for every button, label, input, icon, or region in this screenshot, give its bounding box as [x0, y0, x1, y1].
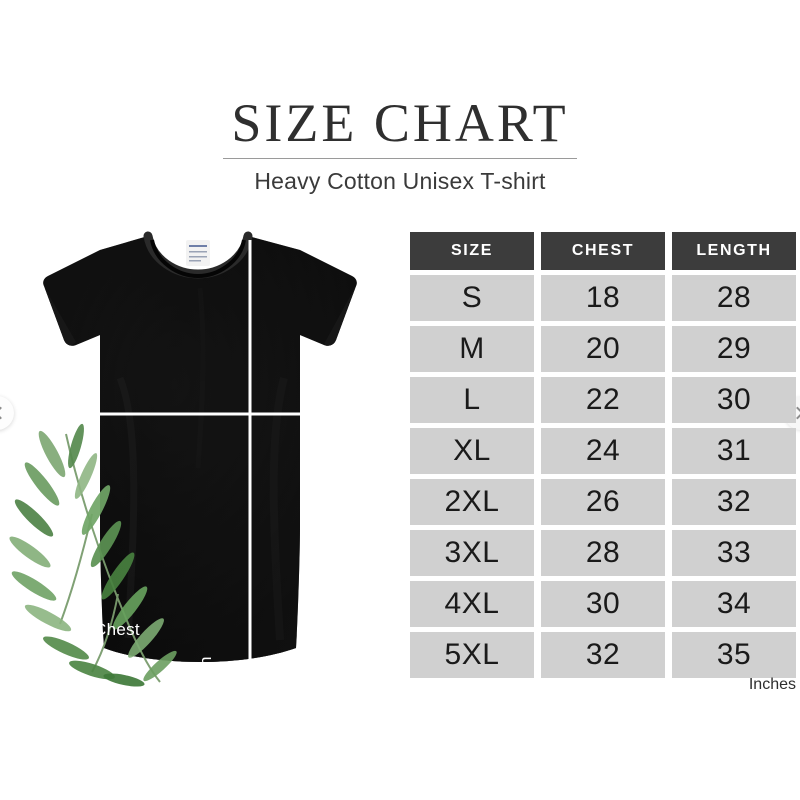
table-row: M 20 29: [410, 326, 796, 372]
cell-size: 5XL: [410, 632, 534, 678]
cell-length: 28: [672, 275, 796, 321]
cell-size: 3XL: [410, 530, 534, 576]
table-row: XL 24 31: [410, 428, 796, 474]
units-note: Inches: [748, 676, 796, 693]
product-image: Chest Length: [0, 228, 400, 710]
cell-size: L: [410, 377, 534, 423]
table-row: L 22 30: [410, 377, 796, 423]
cell-chest: 30: [541, 581, 665, 627]
table-row: 4XL 30 34: [410, 581, 796, 627]
cell-chest: 24: [541, 428, 665, 474]
olive-leaves: [9, 423, 177, 687]
cell-chest: 28: [541, 530, 665, 576]
column-header-chest: CHEST: [541, 232, 665, 270]
cell-chest: 32: [541, 632, 665, 678]
cell-length: 34: [672, 581, 796, 627]
cell-length: 31: [672, 428, 796, 474]
page-title: SIZE CHART: [231, 93, 569, 153]
cell-size: S: [410, 275, 534, 321]
table-row: 2XL 26 32: [410, 479, 796, 525]
cell-size: XL: [410, 428, 534, 474]
table-header-row: SIZE CHEST LENGTH: [410, 232, 796, 270]
cell-size: M: [410, 326, 534, 372]
column-header-length: LENGTH: [672, 232, 796, 270]
cell-chest: 26: [541, 479, 665, 525]
neck-tag-icon: [186, 240, 210, 266]
cell-length: 32: [672, 479, 796, 525]
cell-chest: 20: [541, 326, 665, 372]
column-header-size: SIZE: [410, 232, 534, 270]
shirt-body: [43, 236, 357, 662]
chest-measure-label: Chest: [94, 620, 140, 639]
cell-chest: 18: [541, 275, 665, 321]
cell-length: 30: [672, 377, 796, 423]
page-subtitle: Heavy Cotton Unisex T-shirt: [254, 168, 546, 194]
fabric-folds: [116, 287, 288, 641]
tshirt-illustration: [43, 231, 357, 662]
cell-size: 2XL: [410, 479, 534, 525]
length-measure-label: Length: [196, 656, 215, 710]
table-row: S 18 28: [410, 275, 796, 321]
size-chart-table: SIZE CHEST LENGTH S 18 28 M 20 29 L 22 3…: [410, 232, 796, 683]
page-header: SIZE CHART Heavy Cotton Unisex T-shirt: [0, 96, 800, 195]
cell-length: 33: [672, 530, 796, 576]
table-row: 5XL 32 35: [410, 632, 796, 678]
carousel-prev-button[interactable]: [0, 396, 14, 430]
title-divider: [223, 158, 577, 159]
cell-length: 35: [672, 632, 796, 678]
cell-chest: 22: [541, 377, 665, 423]
cell-length: 29: [672, 326, 796, 372]
chevron-left-icon: [0, 406, 7, 420]
table-row: 3XL 28 33: [410, 530, 796, 576]
olive-branch-decoration: [9, 423, 177, 687]
cell-size: 4XL: [410, 581, 534, 627]
shirt-collar: [143, 231, 253, 279]
